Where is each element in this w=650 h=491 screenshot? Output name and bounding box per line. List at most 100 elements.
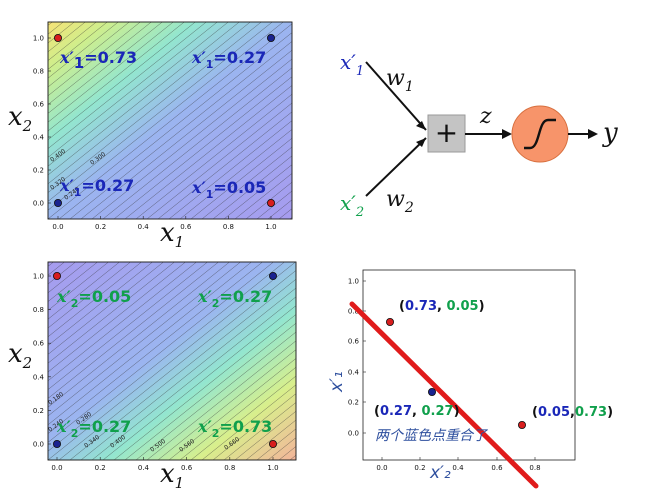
bottom-plot: 0.0 0.2 0.4 0.6 0.8 1.0 0.0 0.2 0.4 0.6 0.8 1.0 0.… bbox=[8, 261, 297, 491]
contour-line bbox=[179, 129, 292, 219]
scatter-point-blue bbox=[427, 387, 436, 396]
contour-line bbox=[48, 262, 296, 460]
y-tick-label: 0.8 bbox=[33, 306, 44, 314]
contour-line bbox=[48, 22, 284, 211]
x-tick-label: 0.4 bbox=[138, 464, 150, 472]
x-tick-label: 0.8 bbox=[224, 464, 235, 472]
y-tick-label: 0.4 bbox=[33, 373, 45, 381]
contour-line bbox=[48, 262, 131, 329]
y-tick-label: 0.4 bbox=[348, 369, 360, 377]
z-label: z bbox=[479, 104, 492, 129]
contour-line bbox=[48, 22, 196, 141]
x-tick-label: 0.0 bbox=[52, 223, 63, 231]
y-tick-label: 0.0 bbox=[33, 200, 44, 208]
scatter-plot-area bbox=[362, 269, 576, 461]
contour-line bbox=[223, 164, 292, 219]
bottom-contour-lines bbox=[48, 262, 296, 460]
bottom-y-ticks: 0.0 0.2 0.4 0.6 0.8 1.0 bbox=[33, 273, 51, 449]
x-tick-label: 0.6 bbox=[180, 223, 192, 231]
contour-line bbox=[212, 393, 296, 460]
edge-w1 bbox=[365, 61, 427, 131]
scatter-coord-label: (0.27, 0.27) bbox=[374, 404, 460, 419]
top-y-ticks: 0.0 0.2 0.4 0.6 0.8 1.0 bbox=[33, 35, 51, 208]
decision-line bbox=[349, 301, 539, 489]
y-tick-label: 1.0 bbox=[33, 273, 44, 281]
scatter-x-ticks: 0.0 0.2 0.4 0.6 0.8 bbox=[376, 457, 541, 472]
arrowhead-w2 bbox=[416, 138, 426, 147]
contour-line bbox=[48, 262, 197, 382]
scatter-point-red bbox=[385, 317, 394, 326]
contour-line bbox=[256, 190, 292, 219]
handwritten-y-label: x′₁ bbox=[327, 371, 347, 393]
contour-line bbox=[80, 287, 296, 460]
contour-line bbox=[113, 314, 296, 460]
contour-line bbox=[135, 93, 292, 219]
contour-line bbox=[48, 262, 120, 320]
contour-line bbox=[135, 331, 296, 460]
y-tick-label: 0.2 bbox=[33, 407, 44, 415]
weight-w1-label: w1 bbox=[386, 66, 414, 95]
neuron-diagram: x′1 x′2 w1 w2 + z y bbox=[340, 50, 618, 220]
neuron-input-x1: x′1 bbox=[340, 50, 364, 79]
top-plot: 0.0 0.2 0.4 0.6 0.8 1.0 0.0 0.2 0.4 0.6 0.8 1.0 0.… bbox=[8, 21, 650, 251]
scatter-coord-label: (0.73, 0.05) bbox=[399, 299, 485, 314]
y-tick-label: 0.6 bbox=[33, 340, 45, 348]
contour-line bbox=[58, 270, 296, 460]
contour-line bbox=[223, 402, 296, 460]
bottom-label-bl: x′2=0.27 bbox=[56, 417, 131, 440]
contour-line bbox=[48, 22, 152, 105]
contour-line bbox=[146, 102, 292, 219]
contour-line bbox=[102, 305, 296, 460]
scatter-y-ticks: 0.0 0.2 0.4 0.6 0.8 1.0 bbox=[348, 278, 366, 438]
weight-w2-label: w2 bbox=[386, 187, 414, 216]
y-tick-label: 0.2 bbox=[348, 399, 359, 407]
x-tick-label: 0.4 bbox=[138, 223, 150, 231]
x-tick-label: 0.8 bbox=[223, 223, 234, 231]
contour-line bbox=[48, 22, 262, 193]
contour-line bbox=[80, 49, 292, 219]
edge-w2 bbox=[365, 137, 427, 197]
contour-line bbox=[201, 384, 296, 460]
contour-line bbox=[488, 22, 650, 219]
contour-line bbox=[190, 375, 296, 460]
x-tick-label: 1.0 bbox=[265, 223, 276, 231]
top-label-bl: x′1=0.27 bbox=[59, 176, 134, 199]
contour-line bbox=[48, 22, 185, 132]
contour-line bbox=[301, 22, 547, 219]
x-tick-label: 0.0 bbox=[376, 464, 387, 472]
top-contour-lines bbox=[48, 22, 650, 219]
y-tick-label: 1.0 bbox=[348, 278, 359, 286]
scatter-coord-label: (0.05,0.73) bbox=[532, 405, 613, 420]
contour-line bbox=[91, 296, 296, 460]
bottom-point-red bbox=[53, 271, 62, 280]
bottom-point-red bbox=[268, 439, 277, 448]
y-tick-label: 0.6 bbox=[33, 101, 45, 109]
x-tick-label: 0.4 bbox=[452, 464, 464, 472]
contour-line bbox=[48, 262, 285, 452]
contour-line bbox=[48, 22, 207, 149]
top-plot-area bbox=[47, 21, 293, 220]
contour-line bbox=[48, 22, 174, 123]
contour-line bbox=[48, 262, 109, 311]
top-label-tl: x′1=0.73 bbox=[59, 48, 137, 72]
contour-line bbox=[48, 262, 186, 373]
x-tick-label: 0.6 bbox=[491, 464, 503, 472]
contour-line bbox=[168, 358, 296, 460]
contour-line bbox=[168, 120, 292, 219]
contour-line bbox=[69, 278, 296, 460]
contour-line bbox=[48, 262, 98, 302]
contour-line bbox=[48, 22, 97, 61]
top-label-tr: x′1=0.27 bbox=[191, 48, 266, 71]
bottom-point-blue bbox=[53, 439, 62, 448]
contour-line bbox=[48, 262, 274, 443]
contour-line bbox=[378, 22, 624, 219]
contour-line bbox=[48, 22, 240, 176]
bottom-label-tr: x′2=0.27 bbox=[197, 287, 272, 310]
top-point-blue bbox=[54, 198, 63, 207]
sum-box bbox=[427, 114, 466, 153]
bottom-x-ticks: 0.0 0.2 0.4 0.6 0.8 1.0 bbox=[51, 457, 279, 472]
x-tick-label: 0.6 bbox=[181, 464, 193, 472]
contour-line bbox=[289, 217, 292, 219]
contour-line bbox=[48, 23, 292, 219]
